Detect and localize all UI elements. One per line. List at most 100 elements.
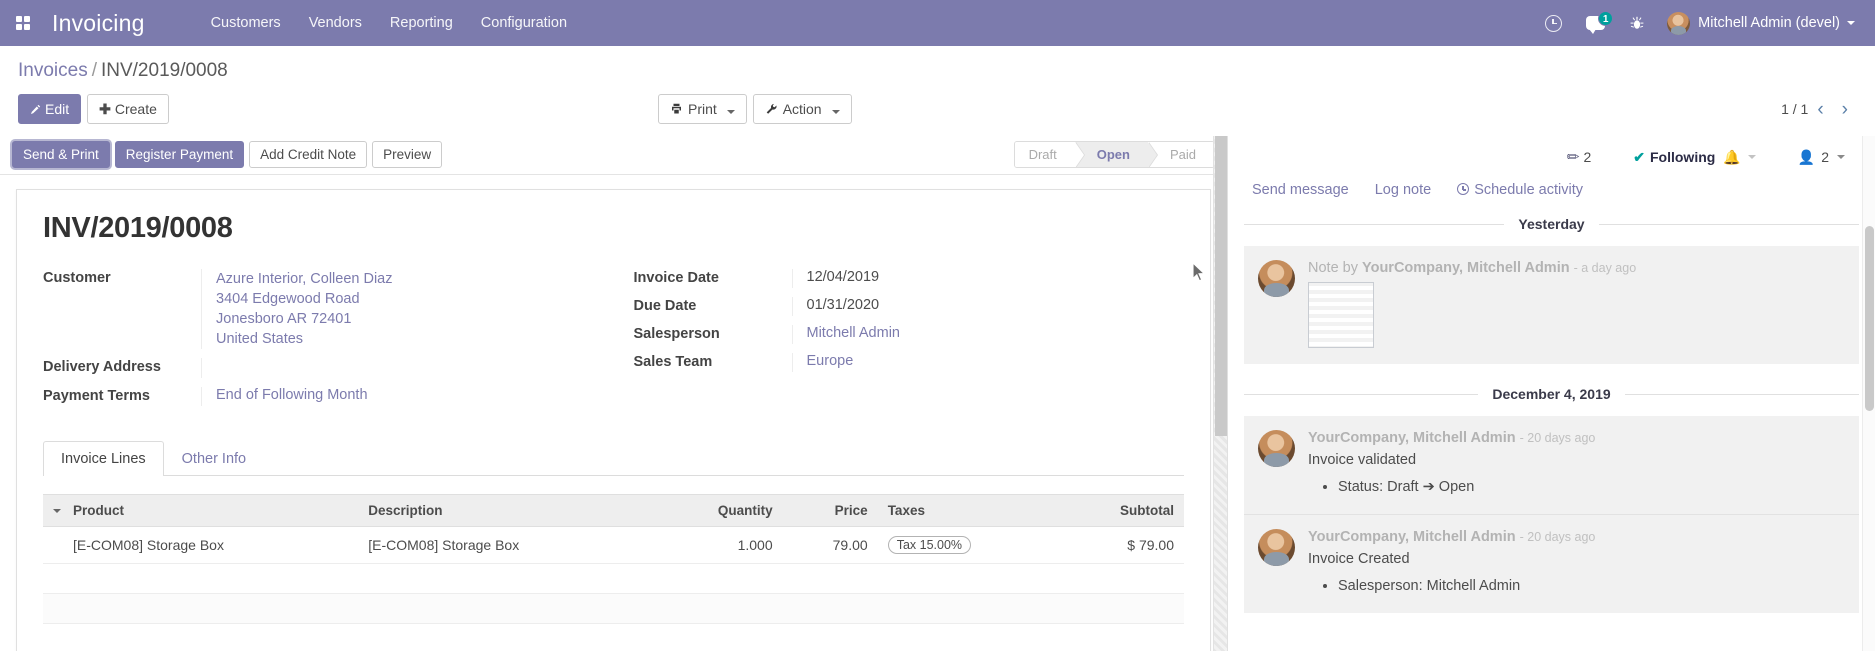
register-payment-button[interactable]: Register Payment <box>114 141 245 168</box>
status-stage-open[interactable]: Open <box>1074 142 1159 167</box>
chatter-vertical-scrollbar-thumb[interactable] <box>1865 226 1874 411</box>
following-label: Following <box>1650 149 1716 165</box>
form-vertical-scrollbar-thumb[interactable] <box>1215 136 1227 436</box>
tab-other-info[interactable]: Other Info <box>181 451 247 467</box>
breadcrumb-root-invoices[interactable]: Invoices <box>18 60 88 81</box>
send-and-print-button[interactable]: Send & Print <box>12 141 110 168</box>
apps-menu-toggle[interactable] <box>0 0 46 46</box>
control-panel-buttons-row: Edit ✚ Create Print Action 1 / 1 ‹ › <box>18 86 1857 136</box>
field-invoice-date-value[interactable]: 12/04/2019 <box>791 269 1185 288</box>
attachment-thumbnail[interactable] <box>1308 282 1374 348</box>
breadcrumb-current-record: INV/2019/0008 <box>100 60 228 81</box>
create-button[interactable]: ✚ Create <box>87 94 169 124</box>
form-statusbar: Send & Print Register Payment Add Credit… <box>0 136 1227 175</box>
activity-menu-button[interactable] <box>1533 0 1574 46</box>
field-customer: Customer Azure Interior, Colleen Diaz 34… <box>43 269 594 349</box>
followers-counter-button[interactable]: 👤 2 <box>1798 149 1845 166</box>
schedule-activity-button[interactable]: Schedule activity <box>1457 182 1583 198</box>
attachment-counter-button[interactable]: ✎ 2 <box>1563 147 1591 168</box>
field-customer-value[interactable]: Azure Interior, Colleen Diaz 3404 Edgewo… <box>201 269 594 349</box>
bug-icon <box>1630 16 1644 29</box>
field-sales-team-value[interactable]: Europe <box>791 353 1185 372</box>
field-payment-terms-value[interactable]: End of Following Month <box>201 387 594 406</box>
status-stage-paid[interactable]: Paid <box>1147 142 1214 167</box>
chatter-vertical-scrollbar[interactable] <box>1862 136 1875 651</box>
chevron-down-icon[interactable] <box>1837 155 1845 159</box>
invoice-lines-header: Product Description Quantity Price Taxes… <box>43 494 1184 527</box>
bell-icon[interactable]: 🔔 <box>1723 148 1741 165</box>
form-vertical-scrollbar[interactable] <box>1213 136 1227 651</box>
column-header-product[interactable]: Product <box>63 494 359 527</box>
control-panel: Invoices / INV/2019/0008 Edit ✚ Create Prin… <box>0 46 1875 136</box>
plus-icon: ✚ <box>99 101 111 117</box>
field-due-date: Due Date 01/31/2020 <box>634 297 1185 316</box>
edit-button[interactable]: Edit <box>18 94 82 124</box>
action-button[interactable]: Action <box>752 94 852 124</box>
field-due-date-label: Due Date <box>633 298 697 314</box>
column-header-handle <box>43 494 63 527</box>
cell-quantity[interactable]: 1.000 <box>653 526 783 564</box>
app-brand-title[interactable]: Invoicing <box>52 9 145 36</box>
form-fields-left-column: Customer Azure Interior, Colleen Diaz 34… <box>43 269 594 415</box>
chatter-message: YourCompany, Mitchell Admin - 20 days ag… <box>1244 416 1859 514</box>
column-header-subtotal[interactable]: Subtotal <box>1056 494 1184 527</box>
add-credit-note-button[interactable]: Add Credit Note <box>249 141 368 168</box>
divider-line <box>1244 393 1479 395</box>
chatter-date-label: December 4, 2019 <box>1492 386 1611 402</box>
message-prefix: Note by <box>1308 260 1362 276</box>
tax-badge: Tax 15.00% <box>887 536 972 554</box>
messaging-menu-button[interactable]: 1 <box>1574 0 1617 46</box>
table-row-empty <box>43 623 1184 651</box>
chevron-down-icon[interactable] <box>1747 155 1756 159</box>
cell-taxes[interactable]: Tax 15.00% <box>877 526 1057 564</box>
menu-item-vendors[interactable]: Vendors <box>308 15 362 31</box>
print-button-label: Print <box>688 101 717 117</box>
chatter-message-header: Note by YourCompany, Mitchell Admin - a … <box>1308 260 1845 276</box>
table-row[interactable]: [E-COM08] Storage Box [E-COM08] Storage … <box>43 526 1184 564</box>
invoice-lines-body: [E-COM08] Storage Box [E-COM08] Storage … <box>43 526 1184 651</box>
message-timestamp: - 20 days ago <box>1519 431 1596 445</box>
field-delivery-address-value[interactable] <box>201 358 594 378</box>
user-menu[interactable]: Mitchell Admin (devel) <box>1657 0 1861 46</box>
column-header-quantity[interactable]: Quantity <box>653 494 783 527</box>
pager-next-button[interactable]: › <box>1841 98 1848 120</box>
debug-menu-button[interactable] <box>1617 0 1657 46</box>
chevron-down-icon <box>831 110 840 114</box>
print-button[interactable]: Print <box>658 94 747 124</box>
log-note-button[interactable]: Log note <box>1374 182 1432 198</box>
column-header-price[interactable]: Price <box>782 494 878 527</box>
send-message-button[interactable]: Send message <box>1252 182 1349 198</box>
apps-grid-icon <box>16 16 30 30</box>
column-header-description[interactable]: Description <box>358 494 654 527</box>
field-salesperson-value[interactable]: Mitchell Admin <box>791 325 1185 344</box>
customer-name: Azure Interior, Colleen Diaz <box>216 271 393 287</box>
menu-item-customers[interactable]: Customers <box>210 15 281 31</box>
tracking-value: Salesperson: Mitchell Admin <box>1338 575 1845 597</box>
menu-item-configuration[interactable]: Configuration <box>480 15 568 31</box>
empty-cell <box>43 623 1184 651</box>
cell-price[interactable]: 79.00 <box>782 526 878 564</box>
chatter-date-divider: December 4, 2019 <box>1244 386 1859 402</box>
tab-invoice-lines[interactable]: Invoice Lines <box>43 441 164 476</box>
chatter-message: YourCompany, Mitchell Admin - 20 days ag… <box>1244 514 1859 613</box>
column-header-taxes[interactable]: Taxes <box>877 494 1057 527</box>
pager-previous-button[interactable]: ‹ <box>1817 98 1824 120</box>
customer-country: United States <box>216 331 304 347</box>
message-author: YourCompany, Mitchell Admin <box>1308 430 1516 446</box>
empty-cell <box>43 593 1184 624</box>
field-due-date-value[interactable]: 01/31/2020 <box>791 297 1185 316</box>
menu-item-reporting[interactable]: Reporting <box>389 15 453 31</box>
invoice-lines-table: Product Description Quantity Price Taxes… <box>43 494 1184 651</box>
preview-button[interactable]: Preview <box>372 141 443 168</box>
table-header-row: Product Description Quantity Price Taxes… <box>43 494 1184 527</box>
cell-description[interactable]: [E-COM08] Storage Box <box>358 526 654 564</box>
cell-product[interactable]: [E-COM08] Storage Box <box>63 526 359 564</box>
follow-toggle-button[interactable]: ✔ Following 🔔 <box>1633 149 1756 166</box>
avatar <box>1258 430 1295 467</box>
message-tracking-list: Salesperson: Mitchell Admin <box>1308 575 1845 597</box>
cell-subtotal[interactable]: $ 79.00 <box>1056 526 1184 564</box>
message-text: Invoice Created <box>1308 551 1410 567</box>
top-navbar: Invoicing Customers Vendors Reporting Co… <box>0 0 1875 46</box>
status-stage-draft[interactable]: Draft <box>1014 142 1085 167</box>
customer-city: Jonesboro AR 72401 <box>216 311 352 327</box>
